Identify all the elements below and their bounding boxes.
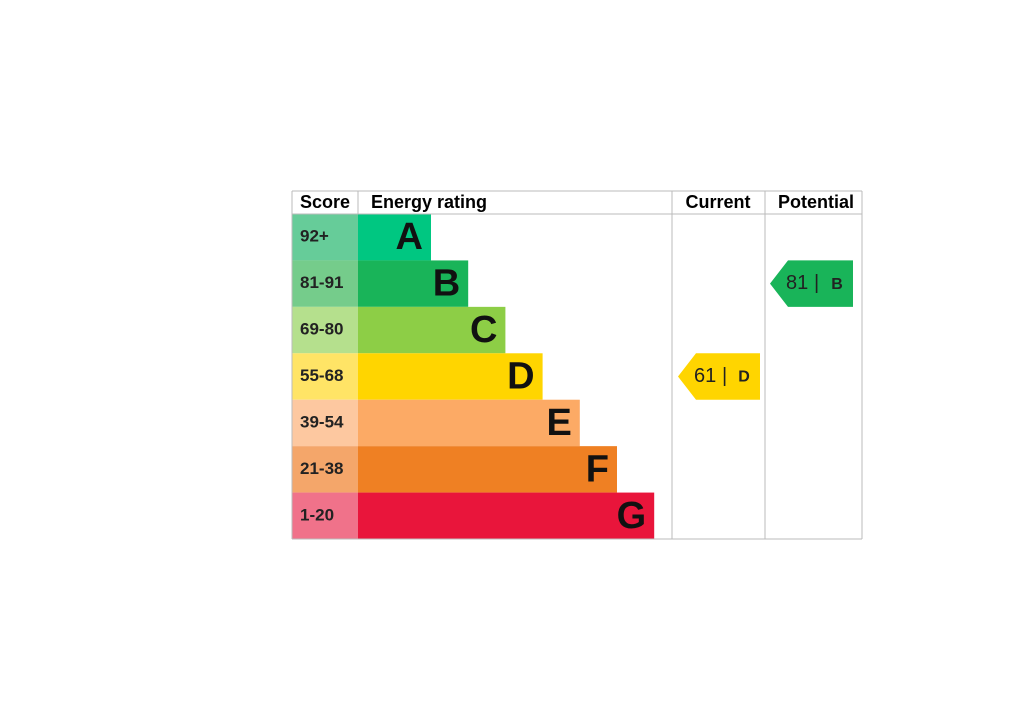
rating-letter: G bbox=[617, 495, 647, 537]
rating-letter: B bbox=[433, 263, 460, 305]
score-cell bbox=[292, 492, 358, 539]
rating-letter: E bbox=[546, 402, 571, 444]
score-range: 39-54 bbox=[300, 412, 344, 431]
header-energy: Energy rating bbox=[371, 192, 487, 212]
header-potential: Potential bbox=[778, 192, 854, 212]
score-range: 1-20 bbox=[300, 505, 334, 524]
current-arrow bbox=[678, 353, 760, 400]
score-range: 81-91 bbox=[300, 273, 343, 292]
score-range: 92+ bbox=[300, 227, 329, 246]
header-current: Current bbox=[685, 192, 750, 212]
current-separator: | bbox=[722, 365, 727, 387]
current-rating: D bbox=[738, 369, 750, 386]
rating-bar bbox=[358, 353, 543, 400]
header-score: Score bbox=[300, 192, 350, 212]
rating-letter: D bbox=[507, 356, 534, 398]
rating-bar bbox=[358, 446, 617, 493]
score-range: 69-80 bbox=[300, 320, 343, 339]
rating-bar bbox=[358, 214, 431, 261]
score-cell bbox=[292, 446, 358, 493]
score-cell bbox=[292, 399, 358, 447]
potential-score: 81 bbox=[786, 272, 808, 294]
rating-letter: C bbox=[470, 309, 497, 351]
rating-letter: F bbox=[586, 448, 609, 490]
potential-separator: | bbox=[814, 272, 819, 294]
current-score: 61 bbox=[694, 365, 716, 387]
rating-letter: A bbox=[396, 216, 423, 258]
rating-bar bbox=[358, 492, 655, 539]
score-range: 21-38 bbox=[300, 459, 343, 478]
potential-rating: B bbox=[831, 276, 843, 293]
score-cell bbox=[292, 306, 358, 354]
potential-arrow bbox=[770, 260, 853, 307]
score-cell bbox=[292, 214, 358, 261]
score-cell bbox=[292, 260, 358, 307]
rating-bar bbox=[358, 399, 580, 447]
score-range: 55-68 bbox=[300, 366, 343, 385]
score-cell bbox=[292, 353, 358, 400]
rating-bar bbox=[358, 260, 469, 307]
rating-bar bbox=[358, 306, 506, 354]
